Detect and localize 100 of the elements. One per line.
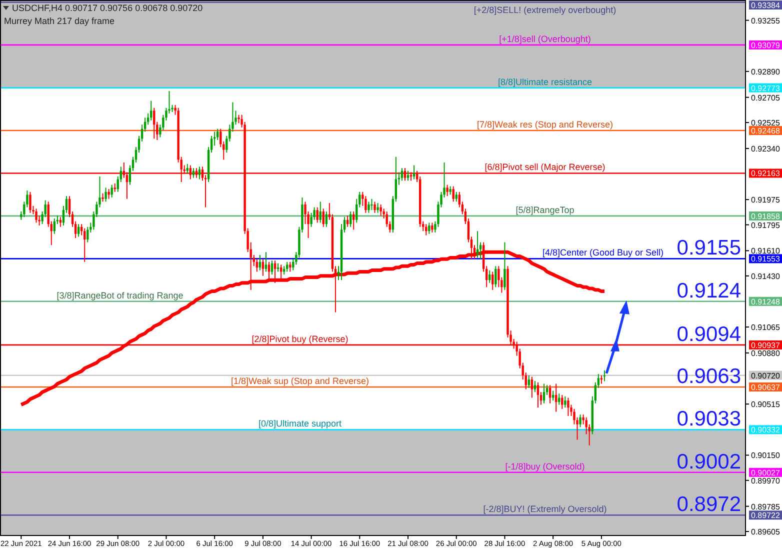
candlestick xyxy=(29,191,32,214)
annotation: 0.9033 xyxy=(676,408,741,431)
y-tick-label: 0.92773 xyxy=(751,84,780,93)
ref-line-label: [3/8]RangeBot of trading Range xyxy=(56,290,184,300)
ref-line-label: [-1/8]buy (Oversold) xyxy=(505,461,585,472)
candlestick xyxy=(558,393,560,406)
y-tick-label: 0.91553 xyxy=(751,254,780,264)
candlestick xyxy=(534,380,536,393)
candlestick xyxy=(198,166,201,180)
candlestick xyxy=(316,206,318,224)
candlestick xyxy=(561,394,564,410)
y-tick-label: 0.93255 xyxy=(751,16,780,26)
candlestick xyxy=(494,266,497,288)
candlestick xyxy=(579,414,582,428)
candlestick xyxy=(400,168,404,182)
candlestick xyxy=(406,170,410,182)
candlestick xyxy=(370,198,373,211)
candlestick xyxy=(564,396,566,408)
ref-line-label: [8/8]Ultimate resistance xyxy=(498,76,592,87)
candlestick xyxy=(35,208,38,224)
y-tick-label: 0.93079 xyxy=(751,40,780,50)
candlestick xyxy=(86,226,89,243)
ref-line-label: [+1/8]sell (Overbought) xyxy=(499,34,591,44)
y-tick-label: 0.91248 xyxy=(751,297,780,306)
candlestick xyxy=(319,201,322,224)
y-tick-label: 0.91858 xyxy=(751,212,780,221)
ref-line-label: [0/8]Ultimate support xyxy=(258,418,342,429)
y-tick-label: 0.91610 xyxy=(751,246,780,256)
candlestick xyxy=(258,254,262,271)
annotation: 0.8972 xyxy=(676,493,741,516)
candlestick xyxy=(368,201,370,214)
candlestick xyxy=(530,376,534,398)
candlestick xyxy=(528,374,530,388)
candlestick xyxy=(352,210,355,230)
candlestick xyxy=(84,228,86,262)
text: Murrey Math 217 day frame xyxy=(4,16,115,26)
y-tick-label: 0.92340 xyxy=(751,144,780,154)
candlestick xyxy=(476,230,479,258)
y-tick-label: 0.93384 xyxy=(751,1,780,10)
candlestick xyxy=(542,383,546,404)
y-tick-label: 0.91430 xyxy=(751,272,780,281)
y-tick-label: 0.92705 xyxy=(751,93,780,102)
ref-line-label: [7/8]Weak res (Stop and Reverse) xyxy=(477,120,613,130)
y-tick-label: 0.91975 xyxy=(751,196,780,205)
ref-line-label: [2/8]Pivot buy (Reverse) xyxy=(252,334,348,344)
candlestick xyxy=(412,164,416,180)
candlestick xyxy=(428,222,430,234)
candlestick xyxy=(153,107,156,140)
y-tick-label: 0.89785 xyxy=(751,502,780,512)
candlestick xyxy=(289,261,292,272)
candlestick xyxy=(256,258,258,272)
candlestick xyxy=(374,201,376,214)
candlestick xyxy=(268,261,270,281)
candlestick xyxy=(376,202,379,214)
y-tick-label: 0.92468 xyxy=(751,126,780,136)
y-tick-label: 0.90637 xyxy=(751,382,780,392)
annotation: 0.9155 xyxy=(676,236,741,260)
ref-line-label: [1/8]Weak sup (Stop and Reverse) xyxy=(231,376,369,386)
ref-line-label: [4/8]Center (Good Buy or Sell) xyxy=(542,248,664,258)
candlestick xyxy=(567,397,570,416)
annotation: 0.9002 xyxy=(676,450,741,474)
y-tick-label: 0.90332 xyxy=(751,426,780,435)
candlestick xyxy=(492,271,494,290)
chart-title: USDCHF,H4 0.90717 0.90756 0.90678 0.90720 xyxy=(12,3,203,13)
candlestick xyxy=(488,270,491,284)
candlestick xyxy=(446,184,448,197)
y-tick-label: 0.92525 xyxy=(751,118,780,128)
ref-line-label: [6/8]Pivot sell (Major Reverse) xyxy=(484,162,606,172)
candlestick xyxy=(262,258,264,276)
y-tick-label: 0.89722 xyxy=(751,511,780,520)
y-tick-label: 0.90937 xyxy=(751,340,780,350)
y-tick-label: 0.90720 xyxy=(751,371,780,380)
y-tick-label: 0.90027 xyxy=(751,468,780,478)
candlestick xyxy=(431,222,434,233)
candlestick xyxy=(364,196,367,214)
y-tick-label: 0.92163 xyxy=(751,169,780,178)
candlestick xyxy=(110,184,113,198)
y-tick-label: 0.89605 xyxy=(751,528,780,536)
candlestick xyxy=(104,187,107,202)
candlestick xyxy=(286,261,288,272)
candlestick xyxy=(77,224,80,238)
y-tick-label: 0.91065 xyxy=(751,323,780,332)
candlestick xyxy=(108,188,110,200)
candlestick xyxy=(455,191,458,202)
y-tick-label: 0.90880 xyxy=(751,348,780,358)
candlestick xyxy=(150,100,152,121)
y-tick-label: 0.90150 xyxy=(751,451,780,460)
y-tick-label: 0.92890 xyxy=(751,67,780,76)
annotation: 0.9063 xyxy=(676,364,741,388)
ref-line-label: [+2/8]SELL! (extremely overbought) xyxy=(474,5,616,16)
annotation: 0.9094 xyxy=(676,322,742,346)
y-tick-label: 0.89970 xyxy=(751,476,780,486)
candlestick xyxy=(322,208,324,228)
candlestick xyxy=(452,186,454,202)
ref-line-label: [-2/8]BUY! (Extremly Oversold) xyxy=(483,504,607,514)
ref-line-label: [5/8]RangeTop xyxy=(516,204,574,215)
candlestick xyxy=(186,163,188,174)
annotation: 0.9124 xyxy=(676,279,742,302)
candlestick xyxy=(536,382,540,408)
candlestick xyxy=(504,242,506,290)
